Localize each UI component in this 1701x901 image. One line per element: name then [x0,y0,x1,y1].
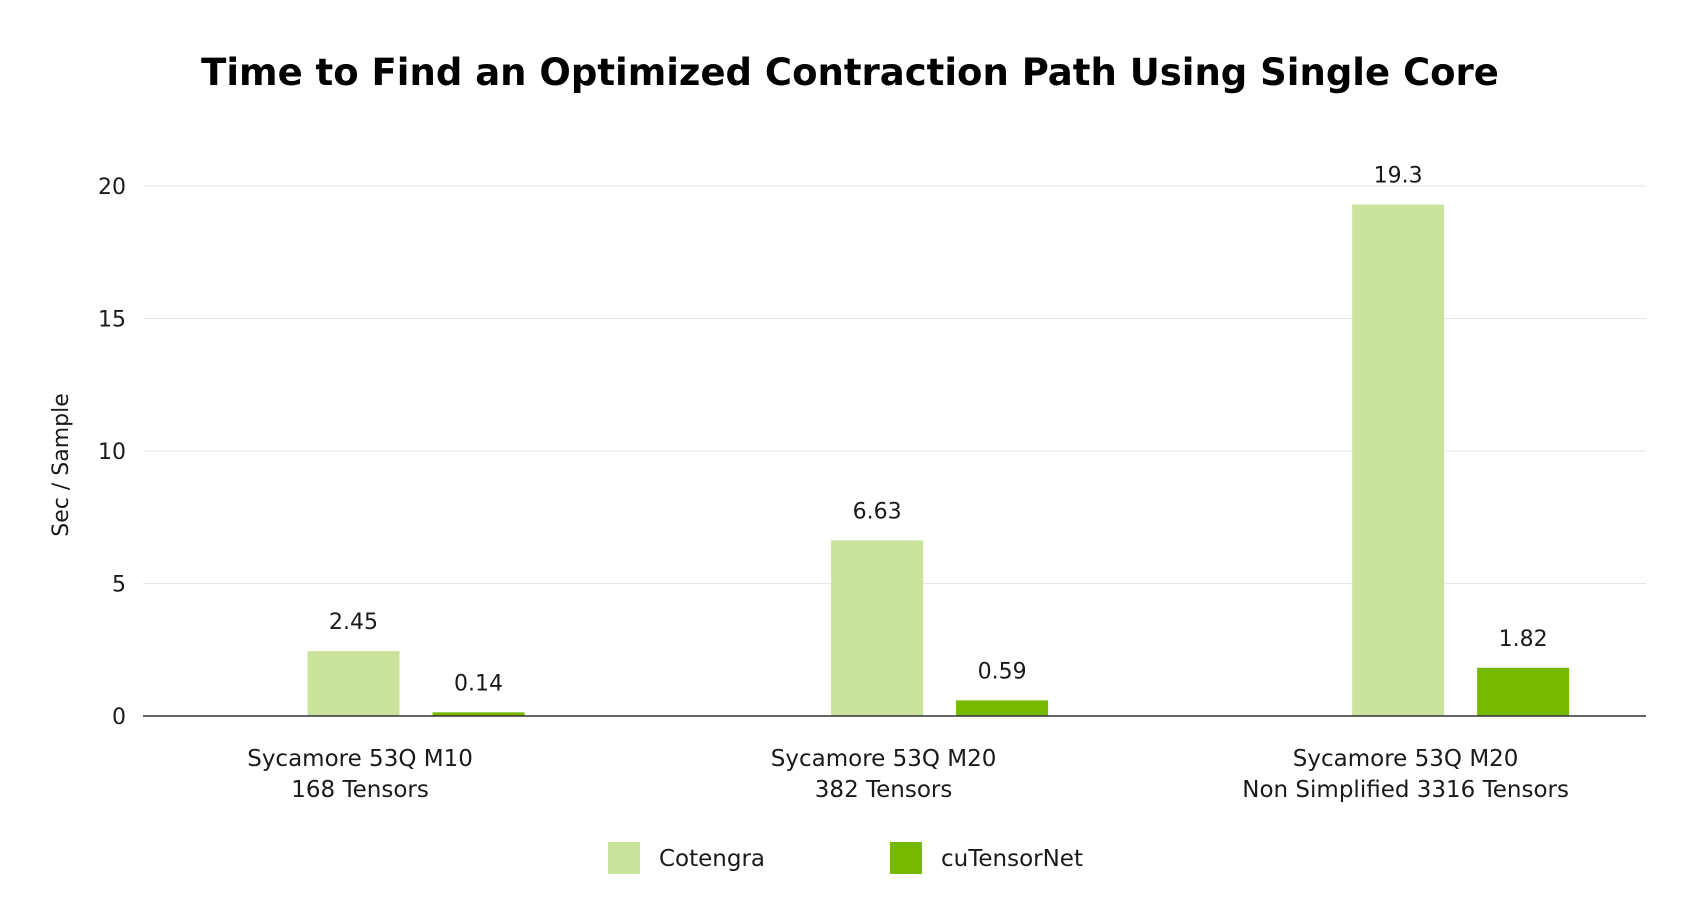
chart-title: Time to Find an Optimized Contraction Pa… [201,51,1499,94]
legend[interactable]: Cotengra cuTensorNet [608,842,1083,874]
x-category-label: 168 Tensors [291,777,429,803]
x-category-label: 382 Tensors [815,777,953,803]
bar-cotengra-3 [1352,204,1445,717]
x-category-label: Non Simplified 3316 Tensors [1242,777,1569,803]
bar-cutensornet-3 [1477,667,1570,716]
x-category-label: Sycamore 53Q M20 [1293,746,1519,772]
data-label: 19.3 [1374,164,1423,189]
bar-cutensornet-2 [956,700,1049,716]
x-axis-categories: Sycamore 53Q M10 168 Tensors Sycamore 53Q … [247,746,1569,803]
bar-cotengra-2 [831,540,924,716]
bar-cotengra-1 [307,651,400,716]
data-label: 2.45 [329,610,378,635]
bars [307,204,1570,717]
x-category-label: Sycamore 53Q M10 [247,746,473,772]
legend-label-cotengra[interactable]: Cotengra [659,846,765,872]
data-label: 0.14 [454,671,503,696]
legend-swatch-cotengra[interactable] [608,842,640,874]
y-tick-label: 0 [112,705,126,730]
legend-label-cutensornet[interactable]: cuTensorNet [941,846,1083,872]
y-tick-label: 15 [98,308,126,333]
y-tick-label: 5 [112,573,126,598]
data-label: 1.82 [1499,627,1548,652]
y-axis-ticks: 0 5 10 15 20 [98,175,126,730]
y-tick-label: 20 [98,175,126,200]
data-label: 0.59 [978,659,1027,684]
x-category-label: Sycamore 53Q M20 [771,746,997,772]
value-labels: 2.45 0.14 6.63 0.59 19.3 1.82 [329,164,1548,697]
bar-cutensornet-1 [432,712,525,716]
y-axis-label: Sec / Sample [49,393,74,536]
legend-swatch-cutensornet[interactable] [890,842,922,874]
data-label: 6.63 [853,499,902,524]
y-tick-label: 10 [98,440,126,465]
